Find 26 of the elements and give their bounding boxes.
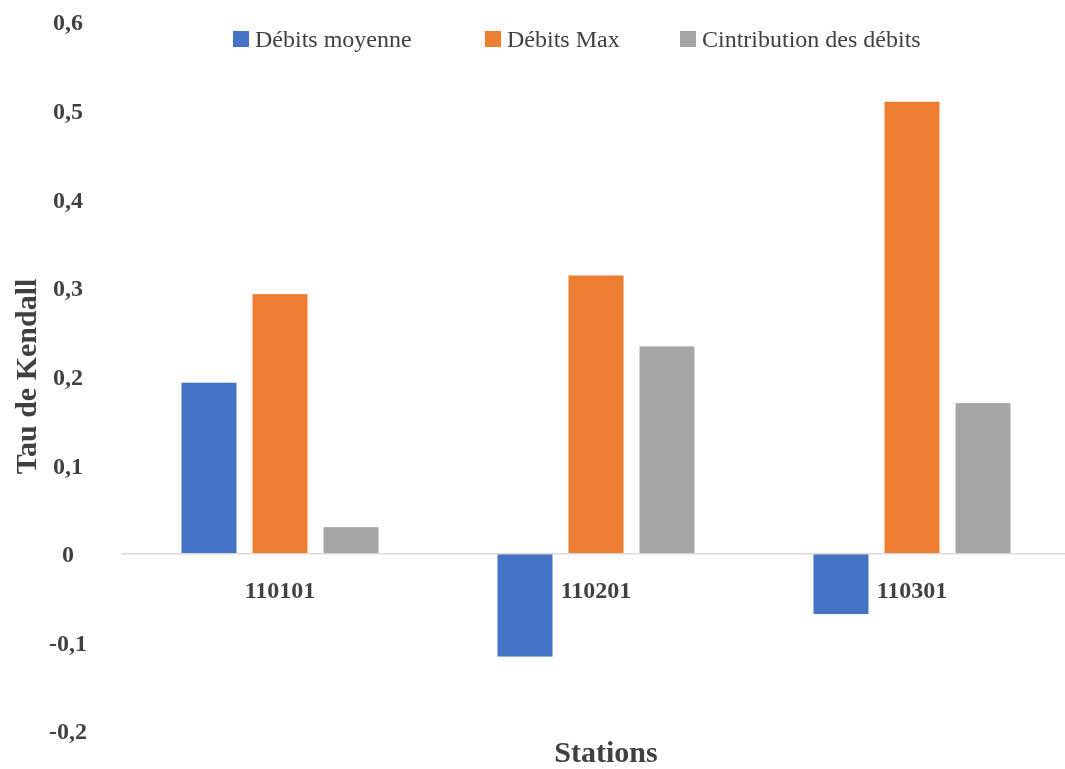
x-axis-title: Stations	[554, 735, 658, 768]
legend-label: Débits moyenne	[255, 26, 412, 52]
bar	[323, 527, 379, 554]
bar	[955, 403, 1011, 554]
y-tick-label: -0,2	[49, 718, 87, 745]
y-tick-label: 0,6	[53, 9, 83, 36]
bar	[813, 553, 869, 615]
y-tick-label: -0,1	[49, 629, 87, 656]
bar	[252, 294, 308, 554]
y-tick-label: 0	[62, 541, 74, 568]
x-tick-label: 110301	[876, 576, 948, 603]
y-tick-label: 0,2	[53, 363, 83, 390]
bar	[884, 101, 940, 554]
y-tick-label: 0,3	[53, 275, 83, 302]
legend-label: Débits Max	[507, 26, 620, 52]
y-tick-label: 0,4	[53, 186, 83, 213]
legend-label: Cintribution des débits	[702, 26, 921, 52]
y-tick-label: 0,1	[53, 452, 83, 479]
bar	[639, 346, 695, 554]
y-tick-label: 0,5	[53, 98, 83, 125]
x-tick-label: 110201	[560, 576, 632, 603]
bar	[181, 382, 237, 554]
y-axis-title: Tau de Kendall	[9, 278, 42, 475]
bar	[497, 553, 553, 657]
x-tick-label: 110101	[244, 576, 316, 603]
bar	[568, 275, 624, 554]
